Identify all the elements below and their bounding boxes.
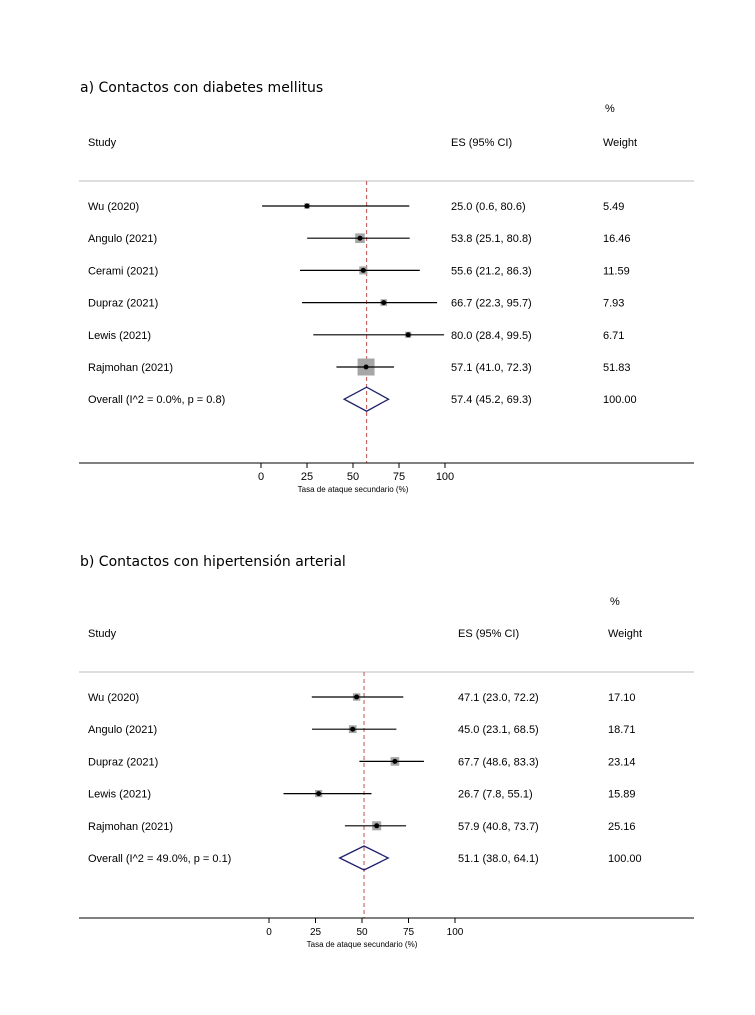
study-label: Cerami (2021) — [88, 265, 158, 277]
point-estimate — [360, 267, 366, 273]
study-column-header: Study — [88, 628, 117, 640]
x-tick-label: 75 — [393, 471, 405, 483]
x-tick-label: 100 — [447, 927, 464, 938]
study-label: Dupraz (2021) — [88, 756, 158, 768]
study-effect-ci: 25.0 (0.6, 80.6) — [451, 201, 526, 213]
x-tick-label: 50 — [347, 471, 359, 483]
point-estimate — [316, 791, 322, 797]
study-label: Lewis (2021) — [88, 330, 151, 342]
x-axis-label: Tasa de ataque secundario (%) — [298, 485, 409, 494]
overall-label: Overall (I^2 = 49.0%, p = 0.1) — [88, 853, 231, 865]
x-tick-label: 0 — [266, 927, 272, 938]
es-column-header: ES (95% CI) — [451, 137, 512, 149]
study-effect-ci: 67.7 (48.6, 83.3) — [458, 756, 539, 768]
study-effect-ci: 45.0 (23.1, 68.5) — [458, 724, 539, 736]
x-tick-label: 25 — [301, 471, 313, 483]
point-estimate — [381, 300, 387, 306]
forest-panel-a: a) Contactos con diabetes mellitus% Study… — [79, 80, 694, 494]
point-estimate — [357, 235, 363, 241]
study-effect-ci: 57.9 (40.8, 73.7) — [458, 821, 539, 833]
study-label: Wu (2020) — [88, 692, 139, 704]
panel-title: a) Contactos con diabetes mellitus — [80, 80, 323, 96]
study-weight: 17.10 — [608, 692, 636, 704]
study-weight: 6.71 — [603, 330, 624, 342]
study-weight: 51.83 — [603, 362, 631, 374]
overall-effect-ci: 57.4 (45.2, 69.3) — [451, 394, 532, 406]
overall-weight: 100.00 — [603, 394, 637, 406]
weight-percent-header: % — [605, 103, 615, 115]
overall-label: Overall (I^2 = 0.0%, p = 0.8) — [88, 394, 225, 406]
study-effect-ci: 80.0 (28.4, 99.5) — [451, 330, 532, 342]
point-estimate — [354, 694, 360, 700]
x-tick-label: 100 — [436, 471, 454, 483]
study-effect-ci: 26.7 (7.8, 55.1) — [458, 789, 533, 801]
study-weight: 18.71 — [608, 724, 636, 736]
study-label: Rajmohan (2021) — [88, 362, 173, 374]
point-estimate — [350, 726, 356, 732]
study-weight: 25.16 — [608, 821, 636, 833]
point-estimate — [405, 332, 411, 338]
study-effect-ci: 66.7 (22.3, 95.7) — [451, 298, 532, 310]
study-weight: 15.89 — [608, 789, 636, 801]
overall-diamond — [342, 386, 390, 412]
study-weight: 23.14 — [608, 756, 636, 768]
study-weight: 11.59 — [603, 265, 630, 277]
panel-title: b) Contactos con hipertensión arterial — [80, 554, 346, 570]
study-effect-ci: 57.1 (41.0, 72.3) — [451, 362, 532, 374]
study-label: Angulo (2021) — [88, 724, 157, 736]
point-estimate — [363, 364, 369, 370]
x-tick-label: 75 — [403, 927, 415, 938]
overall-effect-ci: 51.1 (38.0, 64.1) — [458, 853, 539, 865]
overall-diamond — [338, 845, 390, 871]
weight-column-header: Weight — [608, 628, 642, 640]
x-tick-label: 0 — [258, 471, 264, 483]
study-weight: 7.93 — [603, 298, 624, 310]
point-estimate — [304, 203, 310, 209]
x-axis-label: Tasa de ataque secundario (%) — [307, 940, 418, 949]
x-tick-label: 25 — [310, 927, 322, 938]
study-weight: 5.49 — [603, 201, 624, 213]
study-label: Wu (2020) — [88, 201, 139, 213]
es-column-header: ES (95% CI) — [458, 628, 519, 640]
overall-weight: 100.00 — [608, 853, 642, 865]
study-label: Lewis (2021) — [88, 789, 151, 801]
forest-panel-b: b) Contactos con hipertensión arterial% S… — [79, 554, 694, 949]
study-effect-ci: 47.1 (23.0, 72.2) — [458, 692, 539, 704]
study-label: Dupraz (2021) — [88, 298, 158, 310]
study-effect-ci: 53.8 (25.1, 80.8) — [451, 233, 532, 245]
study-effect-ci: 55.6 (21.2, 86.3) — [451, 265, 532, 277]
study-weight: 16.46 — [603, 233, 631, 245]
x-tick-label: 50 — [356, 927, 368, 938]
study-label: Angulo (2021) — [88, 233, 157, 245]
point-estimate — [374, 823, 380, 829]
study-label: Rajmohan (2021) — [88, 821, 173, 833]
study-column-header: Study — [88, 137, 117, 149]
weight-percent-header: % — [610, 596, 620, 608]
point-estimate — [392, 758, 398, 764]
weight-column-header: Weight — [603, 137, 637, 149]
